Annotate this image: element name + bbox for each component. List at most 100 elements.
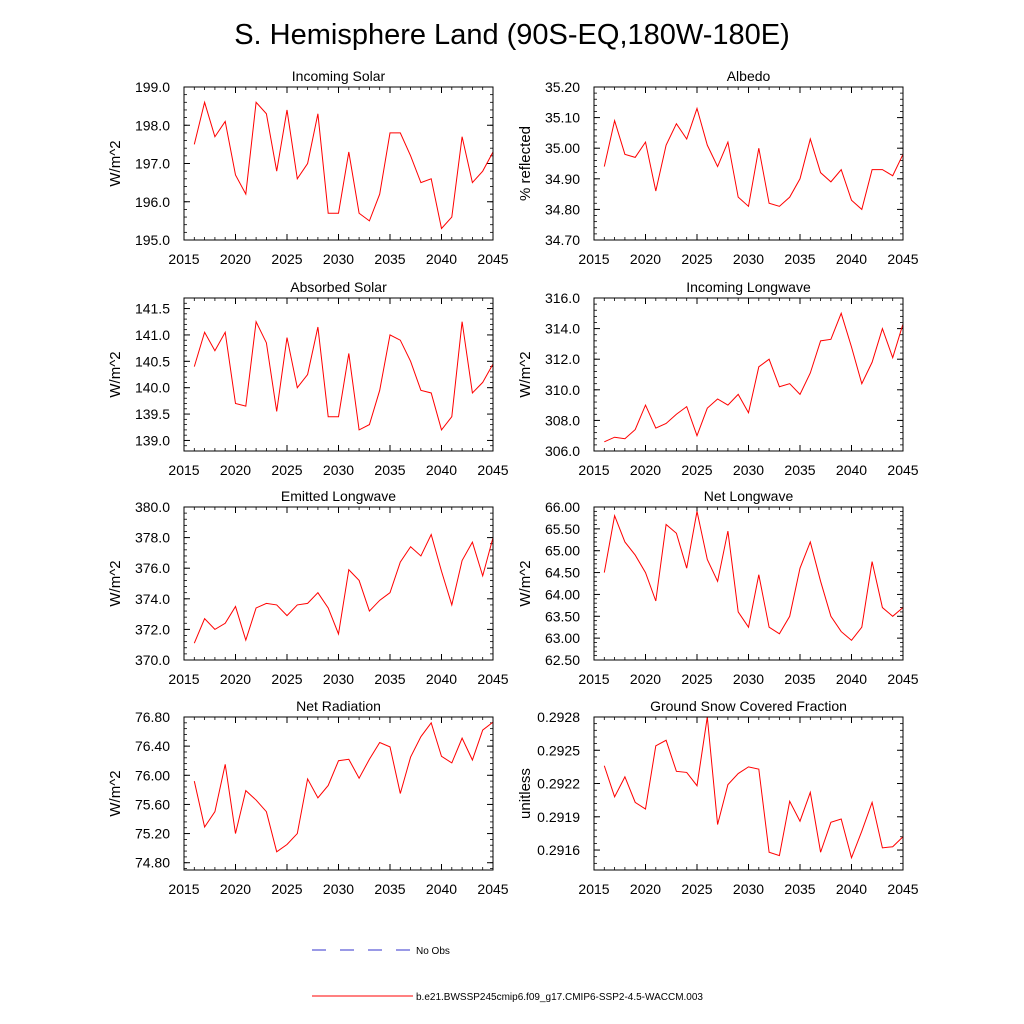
x-tick-label: 2030 <box>733 671 764 687</box>
y-tick-label: 35.00 <box>545 140 580 156</box>
x-tick-label: 2045 <box>887 671 918 687</box>
y-tick-label: 66.00 <box>545 499 580 515</box>
y-tick-label: 34.90 <box>545 171 580 187</box>
y-tick-label: 197.0 <box>135 156 170 172</box>
x-tick-label: 2045 <box>477 881 508 897</box>
x-tick-label: 2040 <box>426 462 457 478</box>
y-tick-label: 65.50 <box>545 521 580 537</box>
y-tick-label: 34.80 <box>545 201 580 217</box>
panel-title: Absorbed Solar <box>290 279 387 295</box>
x-tick-label: 2040 <box>836 251 867 267</box>
y-tick-label: 314.0 <box>545 321 580 337</box>
y-tick-label: 199.0 <box>135 79 170 95</box>
panel-title: Incoming Longwave <box>686 279 811 295</box>
series-line <box>193 100 494 230</box>
minor-ticks <box>594 716 903 871</box>
panel-title: Albedo <box>727 68 771 84</box>
panel-title: Net Longwave <box>704 488 794 504</box>
y-tick-label: 312.0 <box>545 351 580 367</box>
panel-8: Ground Snow Covered Fraction unitless 2015… <box>517 698 919 897</box>
x-tick-label: 2020 <box>630 251 661 267</box>
y-tick-label: 76.40 <box>135 738 170 754</box>
x-tick-label: 2030 <box>733 881 764 897</box>
minor-ticks <box>184 506 493 661</box>
x-tick-label: 2020 <box>630 881 661 897</box>
panel-7: Net Radiation W/m^2 2015 2020 2025 2030 2035 20… <box>107 698 509 897</box>
y-tick-label: 0.2925 <box>537 742 580 758</box>
x-tick-label: 2040 <box>426 881 457 897</box>
x-tick-label: 2045 <box>887 251 918 267</box>
x-tick-label: 2015 <box>168 462 199 478</box>
y-tick-label: 74.80 <box>135 855 170 871</box>
y-tick-label: 141.0 <box>135 327 170 343</box>
x-tick-label: 2025 <box>681 881 712 897</box>
minor-ticks <box>184 297 493 452</box>
y-tick-label: 308.0 <box>545 412 580 428</box>
y-tick-label: 196.0 <box>135 194 170 210</box>
y-tick-label: 34.70 <box>545 232 580 248</box>
panels: Incoming Solar W/m^2 2015 2020 2025 2030 2035 2… <box>107 68 919 897</box>
y-tick-label: 65.00 <box>545 543 580 559</box>
y-tick-label: 139.0 <box>135 432 170 448</box>
series-line <box>603 511 904 642</box>
x-tick-label: 2030 <box>323 881 354 897</box>
x-tick-label: 2030 <box>323 671 354 687</box>
y-axis-label: W/m^2 <box>107 770 124 816</box>
y-tick-label: 372.0 <box>135 621 170 637</box>
x-tick-label: 2015 <box>168 671 199 687</box>
x-tick-label: 2025 <box>681 671 712 687</box>
y-tick-label: 63.50 <box>545 608 580 624</box>
y-tick-label: 35.20 <box>545 79 580 95</box>
x-tick-label: 2015 <box>168 251 199 267</box>
x-tick-label: 2015 <box>578 462 609 478</box>
y-tick-label: 140.0 <box>135 380 170 396</box>
y-tick-label: 370.0 <box>135 652 170 668</box>
panel-title: Incoming Solar <box>292 68 386 84</box>
x-tick-label: 2015 <box>168 881 199 897</box>
x-tick-label: 2045 <box>477 462 508 478</box>
plot-frame <box>183 716 494 871</box>
x-tick-label: 2020 <box>220 462 251 478</box>
x-tick-label: 2025 <box>271 462 302 478</box>
y-tick-label: 35.10 <box>545 110 580 126</box>
series-line <box>193 320 494 431</box>
y-tick-label: 64.00 <box>545 586 580 602</box>
panel-6: Net Longwave W/m^2 2015 2020 2025 2030 2035 204… <box>517 488 919 687</box>
x-tick-label: 2035 <box>784 881 815 897</box>
legend-model-label: b.e21.BWSSP245cmip6.f09_g17.CMIP6-SSP2-4… <box>416 992 703 1003</box>
x-tick-label: 2020 <box>220 881 251 897</box>
y-tick-label: 378.0 <box>135 530 170 546</box>
panel-title: Emitted Longwave <box>281 488 396 504</box>
x-tick-label: 2020 <box>220 671 251 687</box>
x-tick-label: 2040 <box>426 251 457 267</box>
x-tick-label: 2035 <box>374 671 405 687</box>
y-axis-label: % reflected <box>517 126 534 201</box>
y-tick-label: 0.2922 <box>537 776 580 792</box>
minor-ticks <box>594 297 903 452</box>
minor-ticks <box>594 86 903 241</box>
x-tick-label: 2040 <box>426 671 457 687</box>
panel-title: Net Radiation <box>296 698 381 714</box>
x-tick-label: 2030 <box>323 251 354 267</box>
y-tick-label: 0.2919 <box>537 809 580 825</box>
y-tick-label: 0.2928 <box>537 709 580 725</box>
panel-3: Absorbed Solar W/m^2 2015 2020 2025 2030 2035 2… <box>107 279 509 478</box>
x-tick-label: 2035 <box>374 881 405 897</box>
y-tick-label: 195.0 <box>135 232 170 248</box>
x-tick-label: 2035 <box>374 251 405 267</box>
y-axis-label: W/m^2 <box>107 140 124 186</box>
x-tick-label: 2035 <box>374 462 405 478</box>
plot-frame <box>593 716 904 871</box>
x-tick-label: 2025 <box>681 251 712 267</box>
series-line <box>193 533 494 644</box>
y-tick-label: 141.5 <box>135 301 170 317</box>
y-tick-label: 0.2916 <box>537 842 580 858</box>
x-tick-label: 2040 <box>836 881 867 897</box>
x-tick-label: 2025 <box>681 462 712 478</box>
plot-frame <box>593 506 904 661</box>
x-tick-label: 2015 <box>578 251 609 267</box>
y-tick-label: 63.00 <box>545 630 580 646</box>
series-line <box>603 716 904 860</box>
plot-frame <box>183 506 494 661</box>
